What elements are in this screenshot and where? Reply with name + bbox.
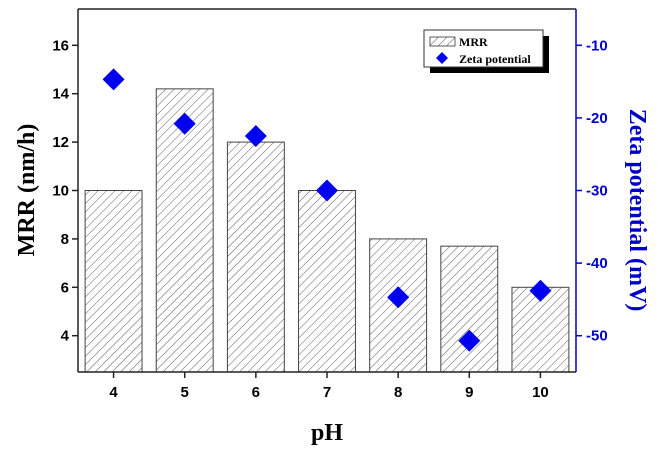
y2-tick-label: -40 bbox=[586, 255, 608, 272]
point-zeta-ph-6 bbox=[244, 125, 267, 148]
x-tick-label: 4 bbox=[109, 384, 118, 401]
x-tick-label: 10 bbox=[532, 384, 549, 401]
y2-tick-label: -20 bbox=[586, 110, 608, 127]
y-tick-label: 14 bbox=[52, 86, 69, 103]
legend-label-zeta: Zeta potential bbox=[459, 52, 531, 66]
y-tick-label: 8 bbox=[61, 231, 69, 248]
legend-marker-zeta bbox=[436, 52, 448, 64]
legend: MRR Zeta potential bbox=[423, 29, 549, 73]
point-zeta-ph-5 bbox=[173, 112, 196, 135]
y-axis-label: MRR (nm/h) bbox=[14, 124, 40, 257]
x-tick-label: 7 bbox=[323, 384, 331, 401]
bar-mrr-ph-9 bbox=[440, 245, 499, 373]
point-zeta-ph-10 bbox=[529, 279, 552, 302]
point-zeta-ph-8 bbox=[387, 286, 410, 309]
point-zeta-ph-4 bbox=[102, 68, 125, 91]
legend-label-mrr: MRR bbox=[459, 35, 488, 49]
point-zeta-ph-7 bbox=[316, 179, 338, 202]
x-tick-label: 5 bbox=[181, 384, 189, 401]
bar-mrr-ph-5 bbox=[155, 88, 214, 373]
x-axis-label: pH bbox=[311, 420, 343, 446]
x-tick-label: 8 bbox=[394, 384, 402, 401]
y2-tick-label: -10 bbox=[586, 37, 608, 54]
y-tick-label: 4 bbox=[61, 328, 70, 345]
x-tick-label: 9 bbox=[465, 384, 473, 401]
bar-mrr-ph-4 bbox=[84, 190, 143, 373]
y2-tick-label: -50 bbox=[586, 328, 608, 345]
point-zeta-ph-9 bbox=[458, 329, 481, 352]
bar-mrr-ph-7 bbox=[298, 190, 356, 373]
y-tick-label: 6 bbox=[61, 279, 69, 296]
y2-axis-label: Zeta potential (mV) bbox=[624, 109, 650, 312]
y-tick-label: 10 bbox=[52, 183, 69, 200]
bar-mrr-ph-6 bbox=[226, 141, 285, 373]
legend-swatch-mrr bbox=[429, 36, 456, 47]
y-tick-label: 16 bbox=[52, 37, 69, 54]
y-tick-label: 12 bbox=[52, 134, 69, 151]
x-tick-label: 6 bbox=[252, 384, 260, 401]
y2-tick-label: -30 bbox=[586, 183, 608, 200]
